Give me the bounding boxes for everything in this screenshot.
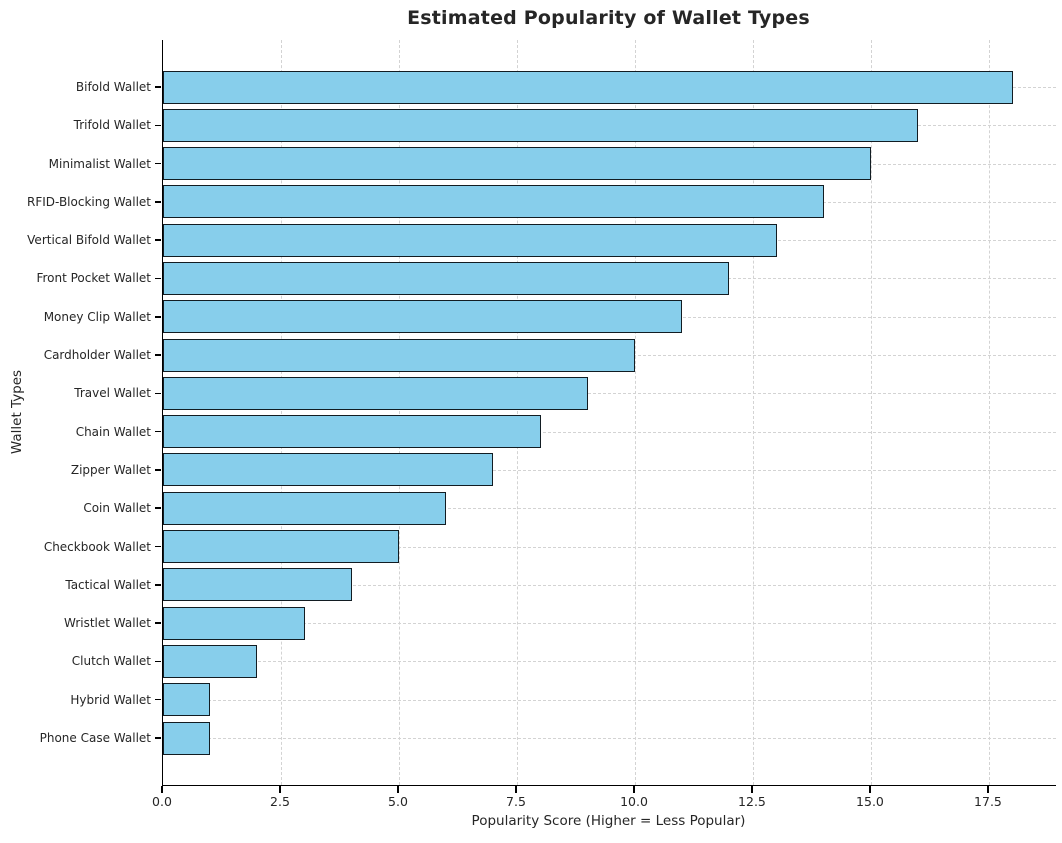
category-label: Zipper Wallet xyxy=(70,462,151,477)
y-tick-mark xyxy=(155,430,161,433)
y-tick-mark xyxy=(155,584,161,586)
y-tick-mark xyxy=(155,545,161,548)
x-tick-mark xyxy=(397,786,399,793)
bar xyxy=(163,108,919,142)
y-gridline xyxy=(163,623,1056,625)
bar xyxy=(163,147,871,181)
category-label: Wristlet Wallet xyxy=(64,616,151,631)
category-label: Minimalist Wallet xyxy=(48,156,151,171)
category-label: Hybrid Wallet xyxy=(70,692,151,707)
category-label: Front Pocket Wallet xyxy=(36,271,151,286)
bar xyxy=(163,376,588,410)
bar xyxy=(163,491,447,525)
bar xyxy=(163,453,494,487)
y-tick-mark xyxy=(155,316,161,318)
y-tick-mark xyxy=(155,392,161,395)
x-gridline xyxy=(988,40,990,785)
bar xyxy=(163,530,399,564)
x-tick-label: 7.5 xyxy=(506,794,526,809)
y-gridline xyxy=(163,431,1056,433)
chart-title: Estimated Popularity of Wallet Types xyxy=(407,7,810,29)
y-tick-mark xyxy=(155,660,161,663)
category-label: RFID-Blocking Wallet xyxy=(27,194,151,209)
y-tick-mark xyxy=(155,737,161,739)
y-gridline xyxy=(163,469,1056,471)
x-tick-mark xyxy=(161,786,163,793)
y-tick-mark xyxy=(155,354,161,356)
x-tick-mark xyxy=(869,786,871,793)
x-gridline xyxy=(516,40,518,785)
y-tick-mark xyxy=(155,86,161,88)
y-tick-mark xyxy=(155,277,161,280)
y-tick-mark xyxy=(155,622,161,624)
x-gridline xyxy=(280,40,282,785)
x-tick-mark xyxy=(751,786,753,793)
x-tick-mark xyxy=(515,786,517,793)
y-tick-mark xyxy=(155,698,161,701)
category-label: Chain Wallet xyxy=(75,424,151,439)
y-gridline xyxy=(163,546,1056,548)
y-tick-mark xyxy=(155,124,161,127)
y-gridline xyxy=(163,738,1056,739)
y-tick-mark xyxy=(155,469,161,471)
bar xyxy=(163,185,824,219)
x-gridline xyxy=(634,40,636,785)
x-gridline xyxy=(752,40,754,785)
category-label: Tactical Wallet xyxy=(65,577,151,592)
category-label: Bifold Wallet xyxy=(75,80,151,94)
y-gridline xyxy=(163,699,1056,701)
bar xyxy=(163,338,635,372)
y-gridline xyxy=(163,584,1056,586)
x-tick-label: 2.5 xyxy=(270,794,290,809)
y-axis-label: Wallet Types xyxy=(9,369,25,455)
bar xyxy=(163,721,211,755)
x-tick-mark xyxy=(279,786,281,793)
category-label: Cardholder Wallet xyxy=(43,348,151,363)
bar xyxy=(163,415,541,449)
y-gridline xyxy=(163,393,1056,395)
category-label: Clutch Wallet xyxy=(71,654,151,669)
x-tick-label: 0.0 xyxy=(152,794,172,809)
x-tick-label: 10.0 xyxy=(620,794,648,809)
y-tick-mark xyxy=(155,201,161,203)
category-label: Money Clip Wallet xyxy=(43,309,151,324)
x-tick-label: 17.5 xyxy=(974,794,1002,809)
category-label: Phone Case Wallet xyxy=(39,731,151,745)
x-gridline xyxy=(398,40,400,785)
bar xyxy=(163,223,777,257)
y-gridline xyxy=(163,508,1056,510)
category-label: Checkbook Wallet xyxy=(43,539,151,554)
x-tick-label: 5.0 xyxy=(388,794,408,809)
bar xyxy=(163,568,352,602)
bar xyxy=(163,606,305,640)
category-label: Travel Wallet xyxy=(74,386,151,401)
y-gridline xyxy=(163,661,1056,663)
bar xyxy=(163,300,683,334)
x-tick-mark xyxy=(633,786,635,793)
x-axis-label: Popularity Score (Higher = Less Popular) xyxy=(471,813,746,829)
bar xyxy=(163,644,258,678)
y-tick-mark xyxy=(155,162,161,165)
x-tick-mark xyxy=(987,786,989,793)
x-gridline xyxy=(870,40,872,785)
bar xyxy=(163,261,730,295)
y-tick-mark xyxy=(155,239,161,241)
category-label: Vertical Bifold Wallet xyxy=(27,233,151,248)
bar xyxy=(163,683,211,717)
x-tick-label: 15.0 xyxy=(856,794,884,809)
category-label: Coin Wallet xyxy=(83,501,151,516)
y-tick-mark xyxy=(155,507,161,509)
plot-area xyxy=(162,40,1056,786)
x-tick-label: 12.5 xyxy=(738,794,766,809)
category-label: Trifold Wallet xyxy=(73,118,151,133)
bar xyxy=(163,70,1013,104)
